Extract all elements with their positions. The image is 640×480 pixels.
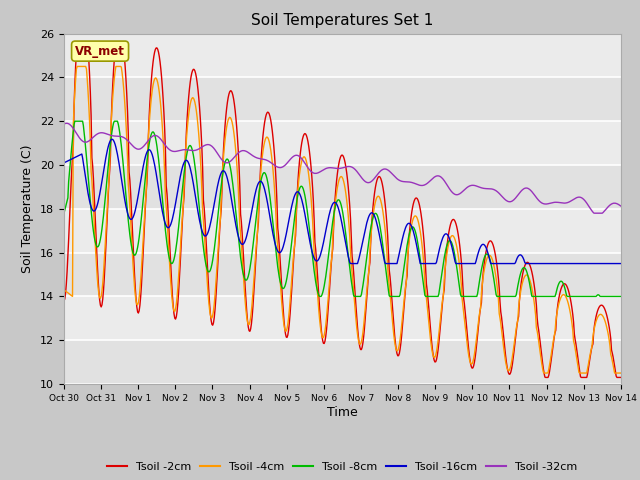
Text: VR_met: VR_met xyxy=(75,45,125,58)
Legend: Tsoil -2cm, Tsoil -4cm, Tsoil -8cm, Tsoil -16cm, Tsoil -32cm: Tsoil -2cm, Tsoil -4cm, Tsoil -8cm, Tsoi… xyxy=(103,457,582,477)
Bar xyxy=(64,165,621,209)
Bar xyxy=(64,340,621,384)
Bar xyxy=(64,252,621,296)
Y-axis label: Soil Temperature (C): Soil Temperature (C) xyxy=(22,144,35,273)
X-axis label: Time: Time xyxy=(327,406,358,419)
Title: Soil Temperatures Set 1: Soil Temperatures Set 1 xyxy=(252,13,433,28)
Bar xyxy=(64,77,621,121)
